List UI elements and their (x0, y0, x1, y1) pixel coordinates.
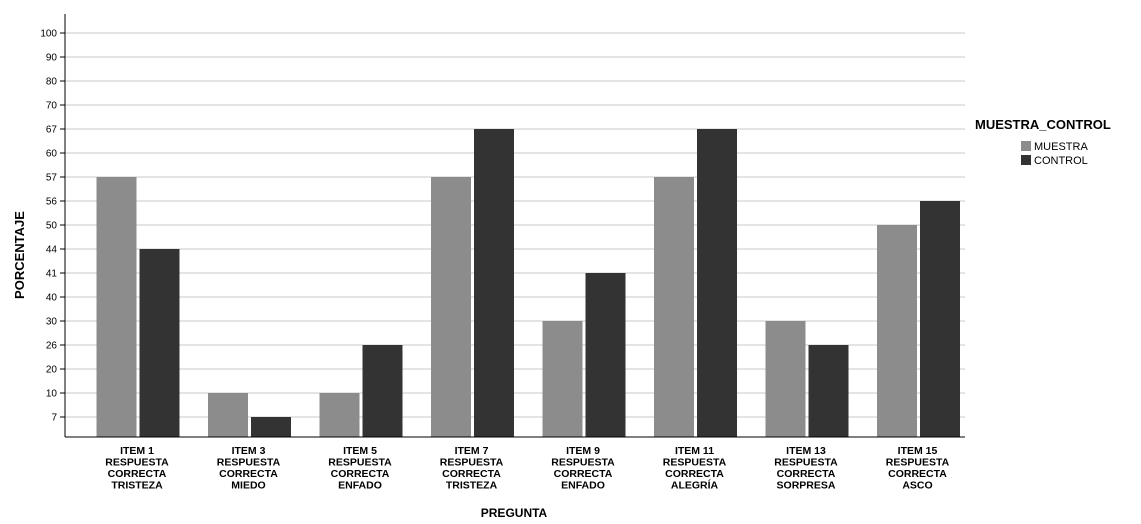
bar-control (920, 201, 960, 437)
y-tick-labels: 7 10 20 26 30 40 41 44 50 56 57 60 67 70 80 90 100 (40, 29, 65, 424)
y-tick-label: 70 (46, 101, 58, 112)
x-tick-labels: ITEM 1 RESPUESTA CORRECTA TRISTEZA ITEM 3 RES… (105, 445, 949, 492)
y-tick-label: 20 (46, 365, 58, 376)
bars (96, 129, 960, 437)
bar-muestra (208, 393, 248, 437)
x-tick-label: ITEM 13 RESPUESTA CORRECTA SORPRESA (774, 445, 838, 492)
bar-control (139, 249, 180, 437)
bar-control (362, 345, 403, 437)
gridlines (65, 32, 965, 418)
bar-control (474, 129, 514, 437)
y-tick-label: 57 (46, 173, 58, 184)
bar-muestra (765, 321, 806, 437)
y-tick-label: 26 (46, 341, 58, 352)
y-tick-label: 41 (46, 269, 58, 280)
y-tick-label: 40 (46, 293, 58, 304)
legend-title: MUESTRA_CONTROL (975, 117, 1111, 132)
x-axis-label: PREGUNTA (481, 506, 548, 520)
y-tick-label: 7 (51, 413, 57, 424)
y-tick-label: 100 (40, 29, 57, 40)
bar-control (585, 273, 626, 437)
legend-swatch (1021, 155, 1031, 165)
legend-items: MUESTRA CONTROL (1021, 141, 1088, 167)
x-tick-label: ITEM 9 RESPUESTA CORRECTA ENFADO (551, 445, 615, 492)
x-tick-label: ITEM 7 RESPUESTA CORRECTA TRISTEZA (440, 445, 504, 492)
legend: MUESTRA_CONTROL MUESTRA CONTROL (975, 117, 1111, 167)
y-tick-label: 90 (46, 53, 58, 64)
bar-muestra (431, 177, 471, 437)
legend-swatch (1021, 141, 1031, 151)
bar-muestra (96, 177, 137, 437)
bar-control (808, 345, 849, 437)
y-tick-label: 10 (46, 389, 58, 400)
bar-muestra (654, 177, 694, 437)
y-tick-label: 30 (46, 317, 58, 328)
x-tick-label: ITEM 3 RESPUESTA CORRECTA MIEDO (217, 445, 281, 492)
y-tick-label: 56 (46, 197, 58, 208)
y-tick-label: 80 (46, 77, 58, 88)
x-tick-label: ITEM 15 RESPUESTA CORRECTA ASCO (886, 445, 950, 492)
legend-label: MUESTRA (1034, 141, 1088, 153)
y-tick-label: 67 (46, 125, 58, 136)
x-tick-label: ITEM 5 RESPUESTA CORRECTA ENFADO (328, 445, 392, 492)
bar-muestra (542, 321, 583, 437)
bar-control (251, 417, 291, 437)
bar-muestra (877, 225, 917, 437)
y-tick-label: 50 (46, 221, 58, 232)
bar-control (697, 129, 737, 437)
legend-label: CONTROL (1034, 155, 1088, 167)
bar-muestra (319, 393, 360, 437)
y-tick-label: 44 (46, 245, 58, 256)
x-tick-label: ITEM 1 RESPUESTA CORRECTA TRISTEZA (105, 445, 169, 492)
y-axis-label: PORCENTAJE (12, 211, 27, 299)
x-tick-label: ITEM 11 RESPUESTA CORRECTA ALEGRÍA (663, 445, 727, 492)
y-tick-label: 60 (46, 149, 58, 160)
